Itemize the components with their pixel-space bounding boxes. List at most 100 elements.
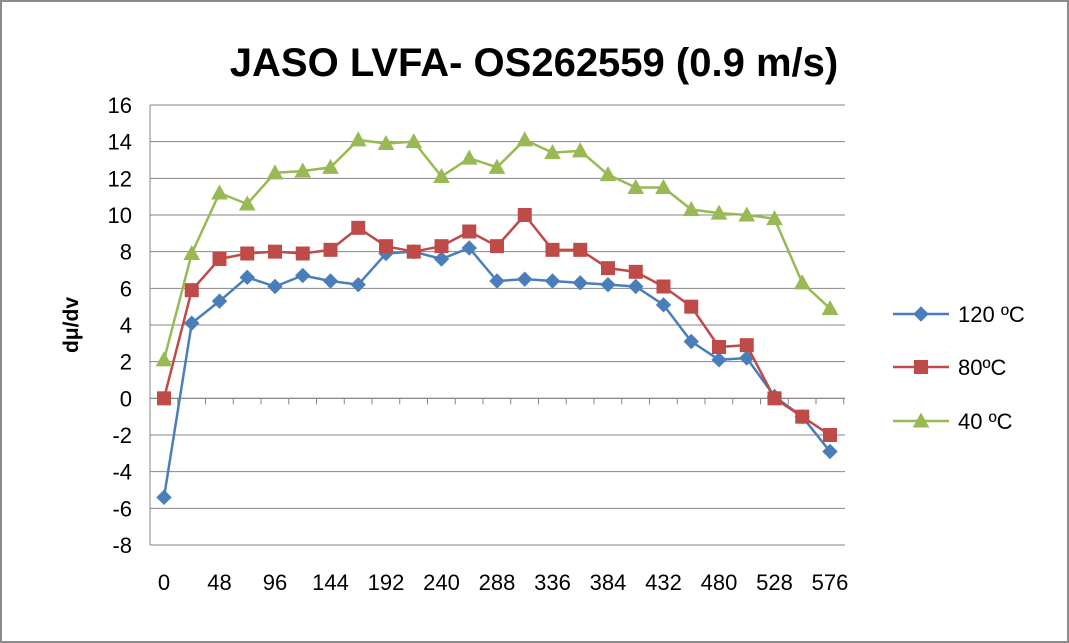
data-point xyxy=(823,428,837,442)
data-point xyxy=(710,204,728,220)
data-point xyxy=(266,164,284,180)
x-tick-label: 48 xyxy=(207,570,231,595)
y-tick-label: 6 xyxy=(120,276,132,301)
data-point xyxy=(795,409,810,424)
y-tick-label: -6 xyxy=(112,496,132,521)
series-3 xyxy=(155,131,839,367)
data-point xyxy=(655,178,672,194)
data-point xyxy=(544,273,561,289)
data-point xyxy=(656,279,671,294)
data-point xyxy=(682,200,700,216)
data-point xyxy=(600,276,616,293)
legend-item: 120 ºC xyxy=(893,302,1025,327)
data-point xyxy=(572,275,588,291)
data-point xyxy=(711,352,727,368)
y-tick-label: -2 xyxy=(112,423,132,448)
data-point xyxy=(739,338,754,353)
y-tick-label: 2 xyxy=(120,350,132,375)
data-point xyxy=(628,264,643,279)
data-point xyxy=(683,333,699,350)
data-point xyxy=(183,244,201,260)
x-tick-label: 240 xyxy=(423,570,460,595)
data-point xyxy=(573,242,588,257)
series-1 xyxy=(156,240,838,506)
data-point xyxy=(627,178,645,194)
legend-label: 120 ºC xyxy=(958,302,1025,327)
legend-item: 80ºC xyxy=(893,355,1007,380)
data-point xyxy=(460,149,478,165)
data-point xyxy=(294,162,312,178)
series-2 xyxy=(157,208,837,442)
legend-marker xyxy=(914,360,928,374)
data-point xyxy=(655,297,672,313)
y-tick-label: 12 xyxy=(108,166,132,191)
data-point xyxy=(379,239,393,254)
data-point xyxy=(240,246,255,261)
data-point xyxy=(322,273,339,289)
x-tick-label: 96 xyxy=(263,570,287,595)
data-point xyxy=(157,391,171,406)
data-point xyxy=(295,246,310,261)
data-point xyxy=(238,195,256,211)
data-point xyxy=(601,261,615,276)
x-tick-label: 528 xyxy=(756,570,793,595)
data-point xyxy=(544,144,561,160)
data-point xyxy=(405,133,423,149)
y-tick-label: 4 xyxy=(120,313,132,338)
data-point xyxy=(516,131,534,147)
data-point xyxy=(821,299,839,315)
x-tick-label: 480 xyxy=(701,570,738,595)
y-tick-label: 8 xyxy=(120,240,132,265)
data-point xyxy=(628,278,644,295)
x-tick-label: 384 xyxy=(590,570,627,595)
data-point xyxy=(517,271,533,287)
y-tick-label: 10 xyxy=(108,203,132,228)
data-point xyxy=(488,158,506,174)
data-point xyxy=(793,274,811,290)
data-point xyxy=(211,293,228,309)
y-tick-label: 14 xyxy=(108,130,132,155)
data-point xyxy=(571,142,589,158)
y-tick-label: -8 xyxy=(112,533,132,558)
data-point xyxy=(822,443,838,460)
chart-title: JASO LVFA- OS262559 (0.9 m/s) xyxy=(230,41,838,85)
x-tick-label: 288 xyxy=(479,570,516,595)
x-tick-label: 432 xyxy=(645,570,682,595)
data-point xyxy=(517,208,532,222)
y-tick-label: 16 xyxy=(108,93,132,118)
legend-label: 40 ºC xyxy=(958,409,1013,434)
data-point xyxy=(599,166,617,182)
data-point xyxy=(184,315,200,331)
data-point xyxy=(434,239,449,254)
legend-marker xyxy=(913,306,929,322)
y-axis-title: dμ/dv xyxy=(60,297,83,353)
axes: -8 -6 -4 -2 0 2 4 6 8 10 12 14 16 0 48 96 144 192 240 288 33… xyxy=(108,93,849,595)
data-point xyxy=(349,131,367,147)
data-point xyxy=(156,489,172,506)
data-point xyxy=(433,167,450,183)
data-point xyxy=(545,242,560,257)
legend-item: 40 ºC xyxy=(893,409,1013,434)
y-tick-label: 0 xyxy=(120,386,132,411)
data-point xyxy=(184,283,199,298)
data-point xyxy=(322,158,339,174)
data-point xyxy=(212,252,227,266)
data-point xyxy=(490,239,504,254)
data-point xyxy=(268,244,282,259)
data-point xyxy=(406,244,421,259)
x-tick-label: 192 xyxy=(368,570,405,595)
data-point xyxy=(323,242,338,257)
legend-label: 80ºC xyxy=(958,355,1007,380)
data-point xyxy=(489,273,505,289)
legend-marker xyxy=(912,412,930,428)
data-point xyxy=(684,299,699,314)
data-point xyxy=(766,210,783,226)
data-point xyxy=(295,267,311,284)
data-point xyxy=(462,224,477,239)
data-point xyxy=(211,184,228,200)
x-tick-label: 576 xyxy=(812,570,849,595)
data-point xyxy=(461,240,477,256)
data-point xyxy=(267,278,283,295)
